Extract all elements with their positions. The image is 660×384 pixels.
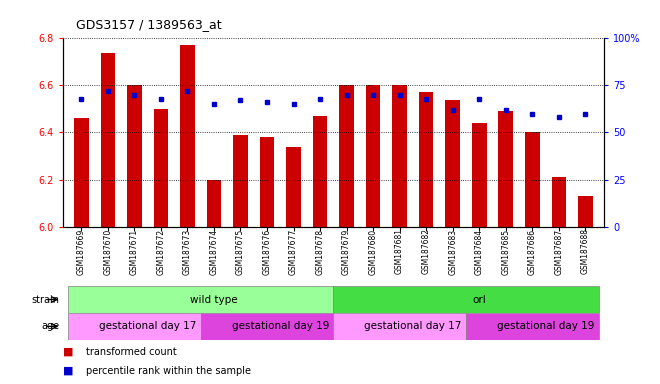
Bar — [154, 109, 168, 227]
Bar — [233, 135, 248, 227]
Bar — [333, 313, 466, 340]
Text: GSM187670: GSM187670 — [104, 228, 112, 275]
Text: gestational day 19: gestational day 19 — [497, 321, 594, 331]
Text: gestational day 17: gestational day 17 — [99, 321, 196, 331]
Text: age: age — [42, 321, 59, 331]
Bar — [466, 313, 599, 340]
Text: GSM187687: GSM187687 — [554, 228, 563, 275]
Text: GSM187680: GSM187680 — [368, 228, 378, 275]
Bar — [446, 99, 460, 227]
Bar — [552, 177, 566, 227]
Text: GSM187682: GSM187682 — [422, 228, 431, 275]
Bar — [180, 45, 195, 227]
Bar — [127, 86, 142, 227]
Text: GSM187683: GSM187683 — [448, 228, 457, 275]
Text: orl: orl — [473, 295, 486, 305]
Text: ■: ■ — [63, 366, 73, 376]
Text: GSM187681: GSM187681 — [395, 228, 404, 275]
Text: GSM187676: GSM187676 — [263, 228, 271, 275]
Text: GSM187673: GSM187673 — [183, 228, 192, 275]
Text: GSM187678: GSM187678 — [315, 228, 325, 275]
Bar — [207, 179, 221, 227]
Text: gestational day 17: gestational day 17 — [364, 321, 461, 331]
Text: GSM187686: GSM187686 — [528, 228, 537, 275]
Text: GSM187688: GSM187688 — [581, 228, 590, 275]
Bar — [392, 86, 407, 227]
Text: strain: strain — [32, 295, 59, 305]
Text: GDS3157 / 1389563_at: GDS3157 / 1389563_at — [76, 18, 222, 31]
Bar — [68, 286, 333, 313]
Bar — [525, 132, 540, 227]
Bar — [201, 313, 333, 340]
Text: GSM187679: GSM187679 — [342, 228, 351, 275]
Text: GSM187669: GSM187669 — [77, 228, 86, 275]
Bar — [313, 116, 327, 227]
Text: GSM187677: GSM187677 — [289, 228, 298, 275]
Text: GSM187684: GSM187684 — [475, 228, 484, 275]
Bar — [259, 137, 275, 227]
Text: percentile rank within the sample: percentile rank within the sample — [86, 366, 251, 376]
Text: GSM187674: GSM187674 — [209, 228, 218, 275]
Text: transformed count: transformed count — [86, 347, 177, 357]
Bar — [498, 111, 513, 227]
Bar — [472, 123, 486, 227]
Text: GSM187685: GSM187685 — [501, 228, 510, 275]
Text: ■: ■ — [63, 347, 73, 357]
Bar — [74, 118, 88, 227]
Bar — [68, 313, 201, 340]
Bar — [333, 286, 599, 313]
Text: GSM187675: GSM187675 — [236, 228, 245, 275]
Bar — [286, 147, 301, 227]
Bar — [100, 53, 115, 227]
Bar — [339, 86, 354, 227]
Text: GSM187672: GSM187672 — [156, 228, 166, 275]
Text: wild type: wild type — [190, 295, 238, 305]
Text: GSM187671: GSM187671 — [130, 228, 139, 275]
Bar — [419, 93, 434, 227]
Bar — [366, 86, 380, 227]
Text: gestational day 19: gestational day 19 — [232, 321, 329, 331]
Bar — [578, 196, 593, 227]
